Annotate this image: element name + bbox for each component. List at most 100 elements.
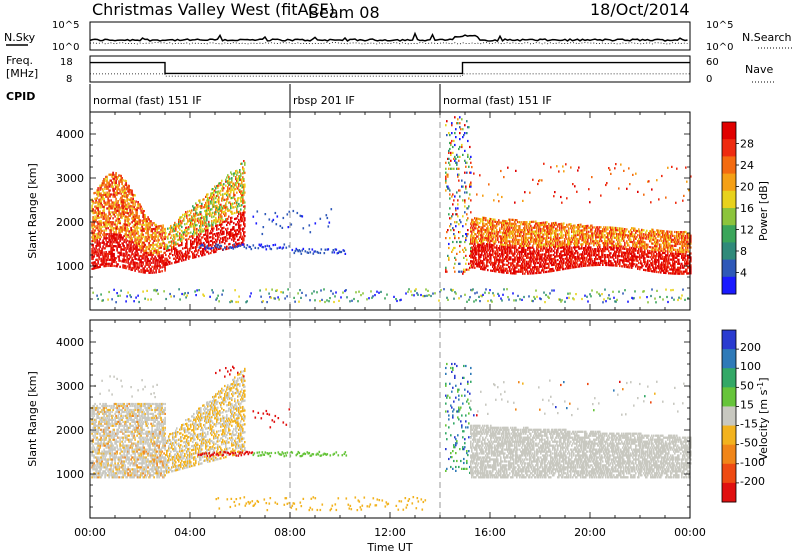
range-cell [136,252,138,255]
range-cell [125,187,127,191]
range-cell [198,249,200,252]
range-cell [548,252,550,255]
range-cell [126,200,128,203]
range-cell [142,241,144,244]
range-cell [288,210,291,213]
range-cell [469,171,471,174]
range-cell [507,254,509,257]
range-cell [101,188,103,191]
range-cell [603,298,605,301]
range-cell [200,205,202,208]
range-cell [542,267,544,270]
range-cell [512,252,514,255]
range-cell [220,183,222,187]
range-cell [170,224,172,228]
range-cell [459,270,461,273]
range-cell [205,201,207,204]
range-cell [144,235,146,238]
range-cell [134,265,136,268]
range-cell [218,202,220,205]
range-cell [566,223,568,226]
range-cell [195,246,197,249]
range-cell [106,175,108,178]
range-cell [514,252,516,255]
range-cell [138,262,140,265]
range-cell [564,245,566,249]
range-cell [551,238,553,241]
range-cell [187,248,189,251]
range-cell [462,272,464,275]
range-cell [105,251,107,254]
range-cell [155,259,157,262]
range-cell [662,298,664,301]
range-cell [525,233,527,236]
range-cell [128,190,130,193]
range-cell [223,183,225,186]
range-cell [503,269,505,272]
range-cell [309,251,312,254]
range-cell [204,245,206,248]
range-cell [216,200,218,203]
range-cell [523,266,525,269]
range-cell [228,187,230,190]
range-cell [546,231,548,234]
range-cell [110,235,112,238]
range-cell [157,227,159,230]
range-cell [167,263,169,266]
range-cell [159,225,161,228]
range-cell [535,226,537,229]
range-cell [216,228,218,231]
range-cell [514,268,516,271]
range-cell [126,194,128,197]
range-cell [483,268,485,271]
range-cell [160,258,162,261]
range-cell [212,237,214,240]
range-cell [448,187,450,190]
range-cell [508,262,510,265]
range-cell [196,289,198,292]
range-cell [179,234,181,237]
range-cell [156,231,158,234]
range-cell [224,214,226,217]
range-cell [515,219,517,222]
range-cell [527,242,529,245]
range-cell [474,260,476,263]
range-cell [124,189,126,192]
range-cell [470,185,472,188]
range-cell [201,202,203,205]
range-cell [147,253,149,257]
range-cell [526,232,528,236]
range-cell [133,247,135,250]
range-cell [105,183,107,186]
range-cell [521,231,523,234]
range-cell [337,251,340,254]
range-cell [510,232,512,235]
range-cell [528,295,530,298]
range-cell [131,239,133,242]
range-cell [213,241,215,244]
range-cell [97,232,99,235]
range-cell [523,221,525,224]
range-cell [103,180,105,183]
range-cell [523,237,525,240]
range-cell [510,224,512,227]
range-cell [506,240,508,243]
range-cell [126,186,128,189]
range-cell [168,233,170,236]
range-cell [103,199,105,202]
range-cell [242,172,244,175]
range-cell [326,216,329,220]
range-cell [473,260,475,263]
range-cell [507,222,509,225]
range-cell [224,246,227,250]
cpid-label: CPID [6,90,35,103]
range-cell [244,211,246,214]
range-cell [547,266,549,269]
range-cell [168,261,170,264]
range-cell [181,251,183,254]
range-cell [178,226,180,229]
range-cell [205,239,207,242]
range-cell [143,271,145,274]
range-cell [532,178,534,181]
range-cell [192,219,194,222]
